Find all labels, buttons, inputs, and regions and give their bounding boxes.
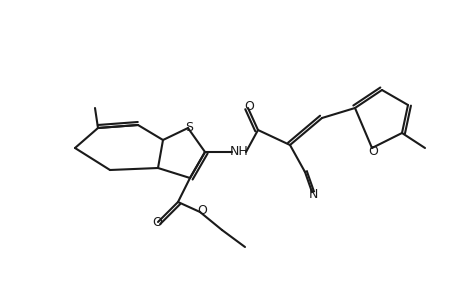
Text: O: O <box>152 217 162 230</box>
Text: NH: NH <box>229 145 248 158</box>
Text: N: N <box>308 188 317 202</box>
Text: S: S <box>185 121 193 134</box>
Text: O: O <box>244 100 253 112</box>
Text: O: O <box>196 205 207 218</box>
Text: O: O <box>367 145 377 158</box>
